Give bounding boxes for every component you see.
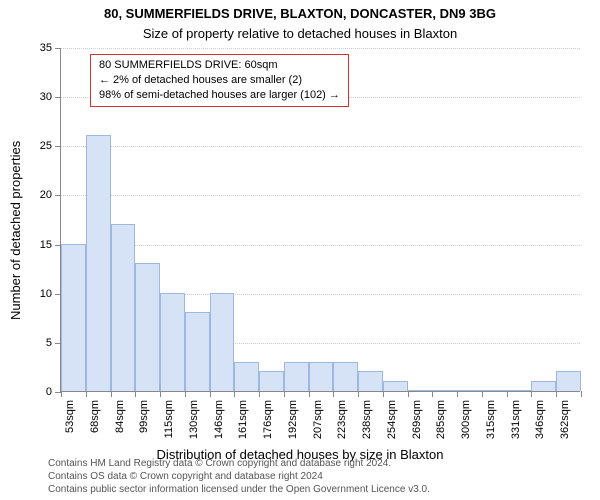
x-tick <box>111 391 112 397</box>
chart-title: 80, SUMMERFIELDS DRIVE, BLAXTON, DONCAST… <box>0 6 600 21</box>
x-tick-label: 146sqm <box>213 400 225 450</box>
x-tick-label: 115sqm <box>163 400 175 450</box>
x-tick-label: 176sqm <box>262 400 274 450</box>
x-tick <box>210 391 211 397</box>
histogram-bar <box>358 371 383 391</box>
x-tick-label: 223sqm <box>336 400 348 450</box>
x-tick <box>284 391 285 397</box>
histogram-bar <box>160 293 185 391</box>
histogram-bar <box>556 371 581 391</box>
credits-line-1: Contains HM Land Registry data © Crown c… <box>48 457 430 470</box>
x-tick <box>259 391 260 397</box>
x-tick-label: 53sqm <box>64 400 76 450</box>
x-tick-label: 331sqm <box>510 400 522 450</box>
grid-line <box>61 48 580 49</box>
x-tick <box>309 391 310 397</box>
histogram-bar <box>408 390 433 391</box>
credits-line-3: Contains public sector information licen… <box>48 483 430 496</box>
x-tick-label: 285sqm <box>435 400 447 450</box>
x-tick-label: 269sqm <box>411 400 423 450</box>
x-tick <box>234 391 235 397</box>
x-tick-label: 346sqm <box>534 400 546 450</box>
x-tick-label: 300sqm <box>460 400 472 450</box>
x-tick <box>61 391 62 397</box>
histogram-bar <box>259 371 284 391</box>
y-tick-label: 20 <box>40 189 52 201</box>
histogram-bar <box>185 312 210 391</box>
x-tick-label: 161sqm <box>237 400 249 450</box>
histogram-bar <box>111 224 136 391</box>
x-tick <box>457 391 458 397</box>
x-tick-label: 84sqm <box>114 400 126 450</box>
histogram-bar <box>432 390 457 391</box>
histogram-bar <box>86 135 111 391</box>
histogram-bar <box>531 381 556 391</box>
info-line-3: 98% of semi-detached houses are larger (… <box>99 88 340 103</box>
x-tick <box>86 391 87 397</box>
credits-line-2: Contains OS data © Crown copyright and d… <box>48 470 430 483</box>
x-tick <box>408 391 409 397</box>
info-line-1: 80 SUMMERFIELDS DRIVE: 60sqm <box>99 58 340 73</box>
info-box: 80 SUMMERFIELDS DRIVE: 60sqm ← 2% of det… <box>90 54 349 107</box>
histogram-bar <box>507 390 532 391</box>
histogram-bar <box>457 390 482 391</box>
histogram-bar <box>333 362 358 391</box>
x-tick <box>507 391 508 397</box>
y-tick-label: 15 <box>40 239 52 251</box>
x-tick <box>358 391 359 397</box>
x-tick <box>482 391 483 397</box>
x-tick-label: 99sqm <box>138 400 150 450</box>
y-tick <box>55 97 61 98</box>
histogram-bar <box>383 381 408 391</box>
y-tick <box>55 48 61 49</box>
histogram-bar <box>61 244 86 391</box>
x-tick-label: 68sqm <box>89 400 101 450</box>
y-tick <box>55 195 61 196</box>
histogram-bar <box>482 390 507 391</box>
x-tick <box>556 391 557 397</box>
y-tick-label: 30 <box>40 91 52 103</box>
x-tick <box>135 391 136 397</box>
x-tick-label: 238sqm <box>361 400 373 450</box>
y-tick-label: 35 <box>40 42 52 54</box>
histogram-bar <box>234 362 259 391</box>
histogram-bar <box>309 362 334 391</box>
grid-line <box>61 245 580 246</box>
x-tick-label: 254sqm <box>386 400 398 450</box>
x-tick-label: 130sqm <box>188 400 200 450</box>
x-tick <box>581 391 582 397</box>
x-tick <box>531 391 532 397</box>
x-tick <box>185 391 186 397</box>
histogram-bar <box>135 263 160 391</box>
x-tick-label: 315sqm <box>485 400 497 450</box>
histogram-bar <box>210 293 235 391</box>
y-tick-label: 10 <box>40 288 52 300</box>
x-tick <box>333 391 334 397</box>
y-tick <box>55 146 61 147</box>
grid-line <box>61 195 580 196</box>
chart-subtitle: Size of property relative to detached ho… <box>0 26 600 41</box>
x-tick-label: 192sqm <box>287 400 299 450</box>
x-tick <box>432 391 433 397</box>
info-line-2: ← 2% of detached houses are smaller (2) <box>99 73 340 88</box>
x-tick <box>383 391 384 397</box>
y-tick-label: 5 <box>46 337 52 349</box>
y-axis-label: Number of detached properties <box>8 141 23 320</box>
grid-line <box>61 146 580 147</box>
credits: Contains HM Land Registry data © Crown c… <box>48 457 430 496</box>
histogram-bar <box>284 362 309 391</box>
x-tick-label: 207sqm <box>312 400 324 450</box>
x-tick-label: 362sqm <box>559 400 571 450</box>
y-tick-label: 0 <box>46 386 52 398</box>
y-tick-label: 25 <box>40 140 52 152</box>
x-tick <box>160 391 161 397</box>
